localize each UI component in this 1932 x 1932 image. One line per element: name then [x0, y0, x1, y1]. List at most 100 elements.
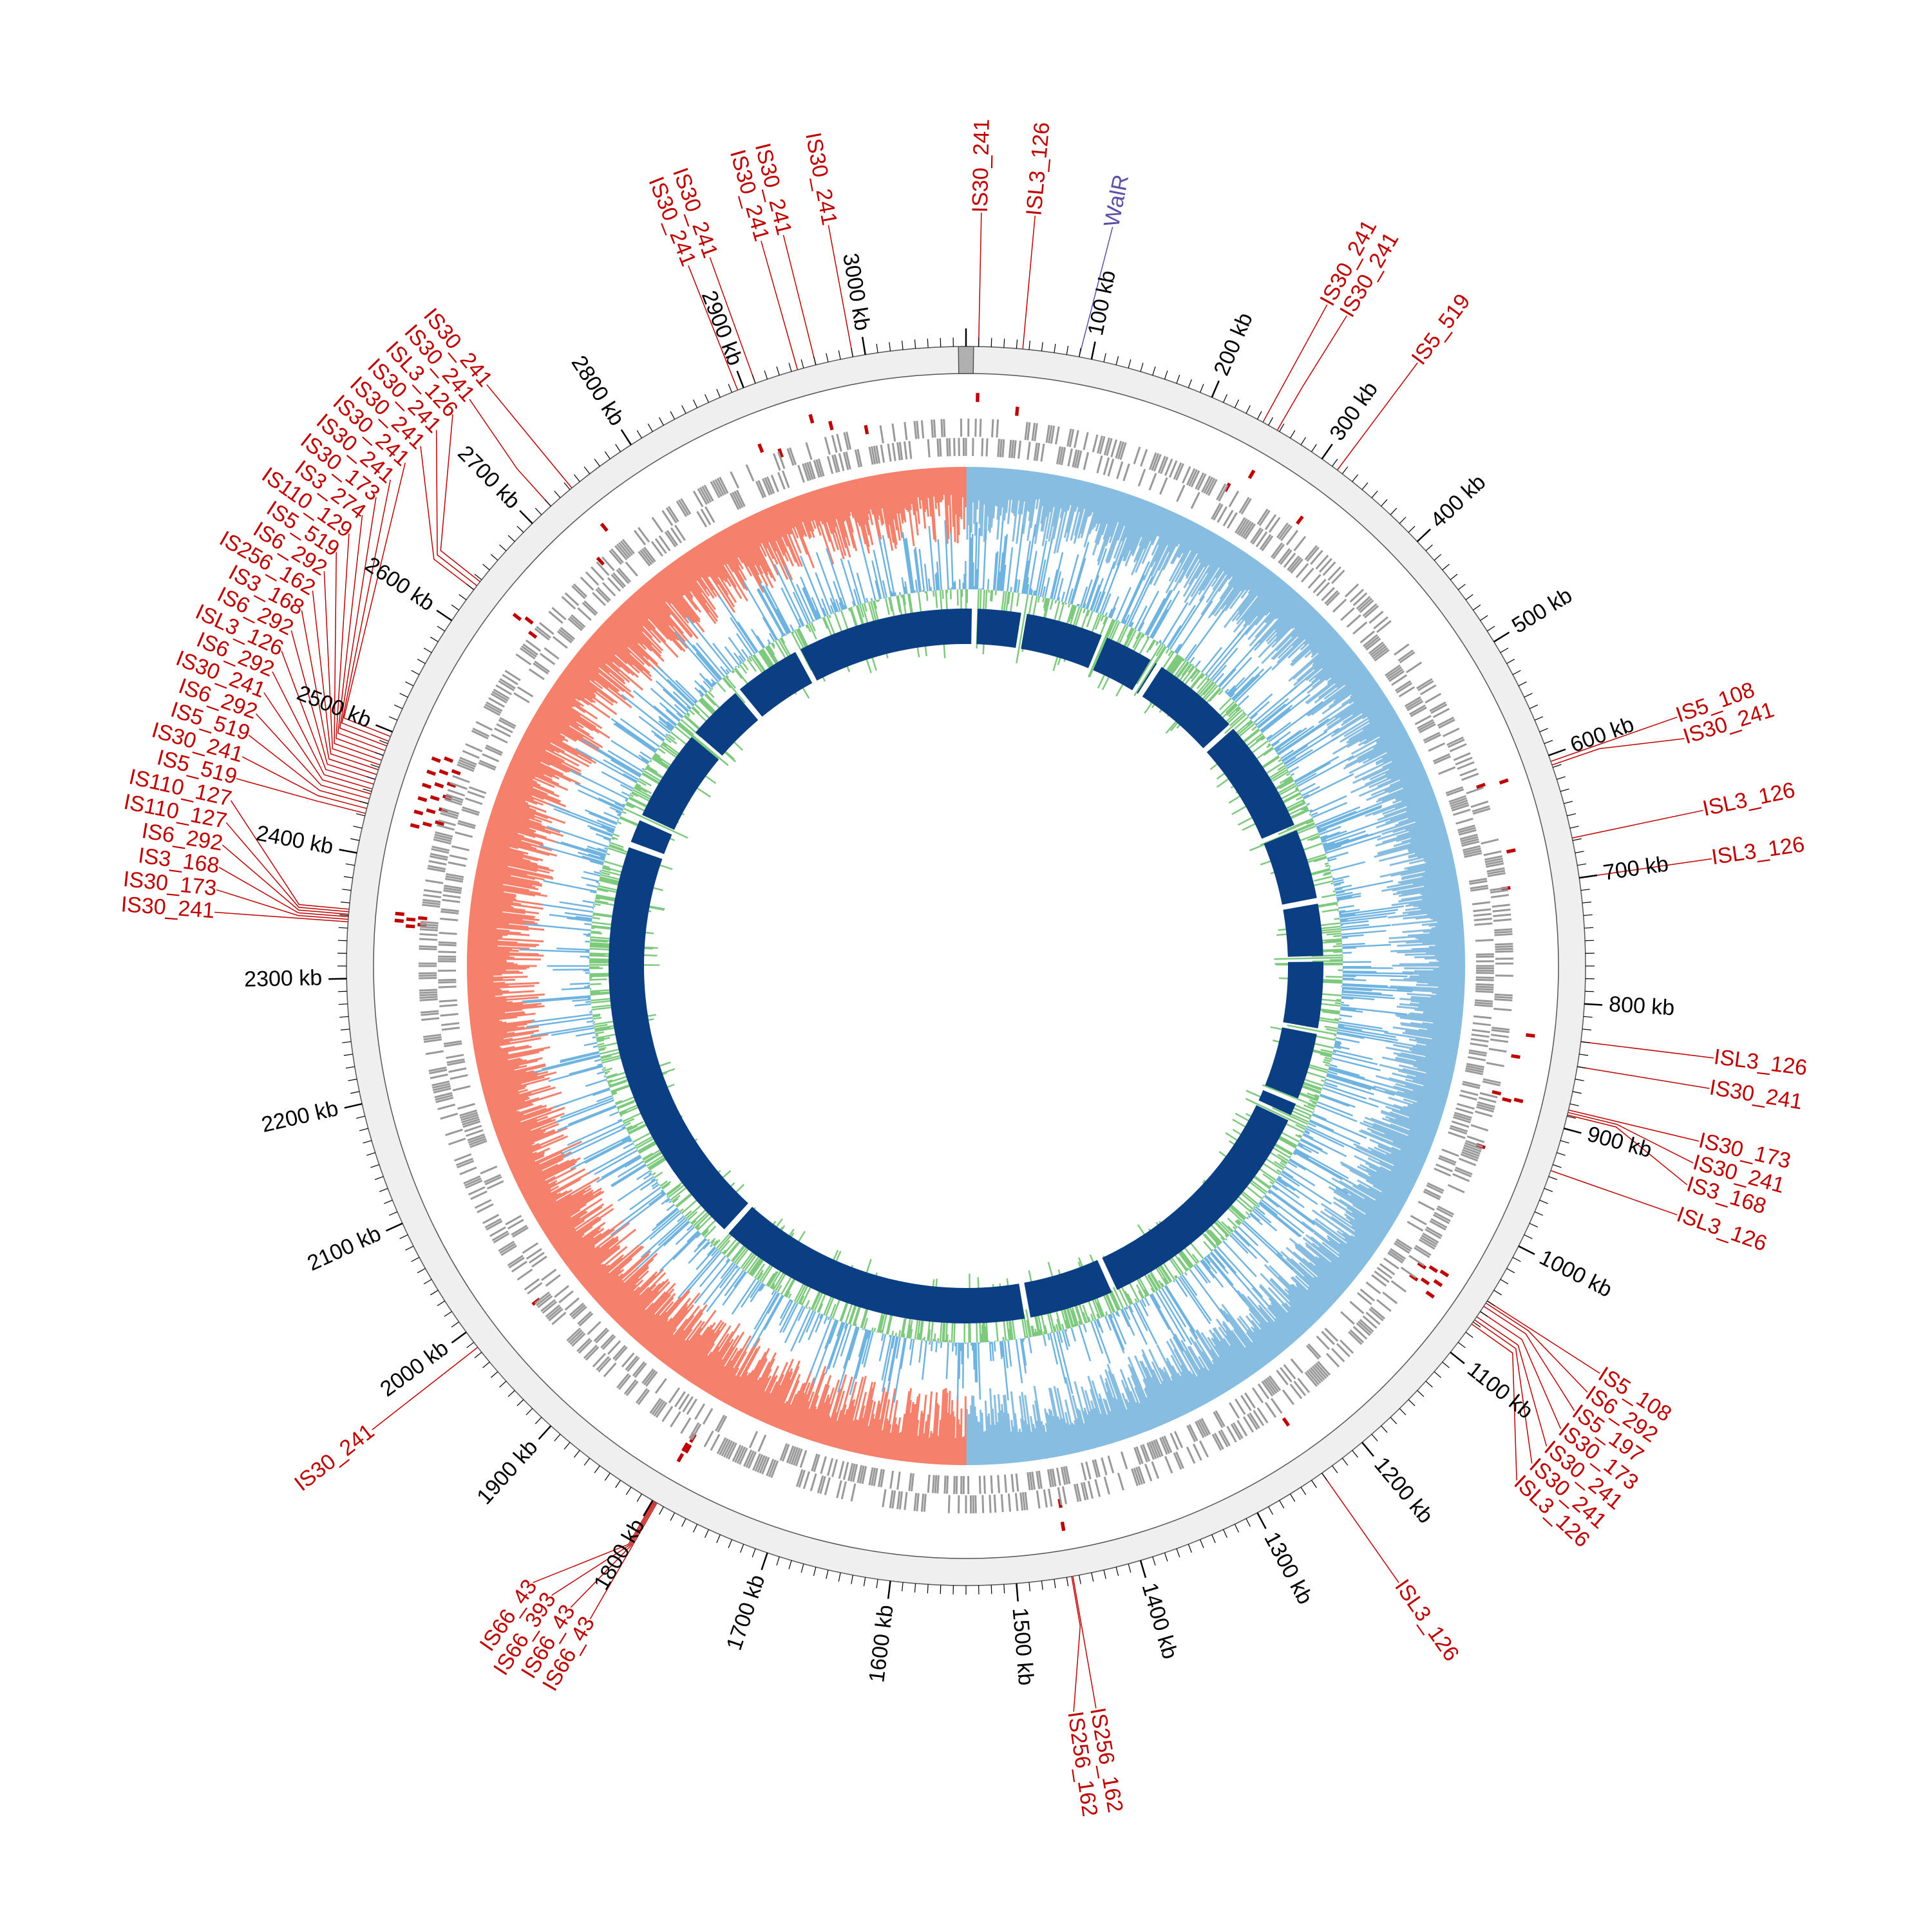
gc-skew-bar: [987, 467, 992, 517]
gc-skew-bar: [646, 1298, 692, 1351]
gc-skew-bar: [534, 714, 578, 741]
gc-content-bar: [1303, 807, 1309, 811]
minor-tick: [1560, 1140, 1569, 1144]
gc-skew-bar: [1365, 1213, 1391, 1231]
gc-content-bar: [779, 1300, 793, 1326]
gene-mark: [1394, 1242, 1410, 1254]
minor-tick: [1103, 353, 1106, 363]
minor-tick: [1066, 345, 1069, 355]
gc-skew-bar: [531, 719, 569, 743]
gene-mark: [1092, 434, 1099, 453]
gc-skew-bar: [471, 1021, 533, 1031]
gc-skew-bar: [468, 990, 509, 995]
gc-skew-bar: [541, 703, 580, 728]
gene-mark: [1406, 1220, 1424, 1232]
gc-content-bar: [1202, 682, 1215, 696]
gc-skew-bar: [815, 1387, 835, 1443]
gene-mark: [946, 438, 949, 457]
gc-skew-bar: [1392, 882, 1459, 896]
gene-mark: [997, 439, 1000, 457]
gc-content-bar: [636, 1148, 638, 1150]
gc-skew-bar: [920, 1433, 925, 1464]
gc-skew-bar: [749, 1377, 770, 1417]
gc-content-bar: [1322, 830, 1366, 847]
gc-content-bar: [1234, 1197, 1252, 1213]
gene-mark: [838, 1461, 845, 1479]
gc-skew-bar: [471, 1031, 507, 1039]
gc-skew-bar: [1238, 1315, 1274, 1360]
gc-content-bar: [1317, 806, 1382, 833]
gc-skew-bar: [512, 1151, 564, 1176]
gene-mark: [927, 439, 931, 458]
gene-mark: [420, 923, 439, 927]
gc-content-bar: [1269, 1189, 1316, 1224]
gc-skew-bar: [474, 1046, 515, 1056]
gc-skew-bar: [1074, 480, 1084, 512]
minor-tick: [1300, 1486, 1307, 1495]
gc-content-bar: [999, 536, 1007, 591]
gene-mark: [1311, 1365, 1325, 1381]
gc-skew-bar: [1198, 542, 1232, 596]
gene-mark: [696, 511, 708, 528]
gene-mark: [1425, 1228, 1442, 1240]
gc-skew-bar: [473, 887, 516, 896]
gc-content-bar: [849, 1329, 869, 1396]
gc-skew-bar: [1123, 500, 1150, 562]
gc-skew-bar: [1335, 1187, 1395, 1224]
gc-skew-bar: [651, 1309, 689, 1355]
gc-skew-bar: [494, 1108, 552, 1131]
gc-skew-bar: [1106, 1414, 1117, 1443]
gene-mark: [1307, 1343, 1321, 1358]
is-element-mark: [1015, 406, 1019, 416]
gc-skew-bar: [929, 468, 937, 542]
minor-tick: [1128, 359, 1132, 368]
gc-content-bar: [1342, 984, 1413, 990]
gc-skew-bar: [563, 1233, 602, 1262]
gc-skew-bar: [524, 1182, 556, 1200]
gc-skew-bar: [514, 1151, 572, 1180]
gc-skew-bar: [1180, 1371, 1202, 1408]
gc-content-bar: [1065, 1320, 1069, 1329]
is-leader-line: [1550, 1170, 1678, 1216]
gene-mark: [871, 446, 876, 464]
gc-content-bar: [985, 1326, 987, 1343]
minor-tick: [1544, 1188, 1553, 1192]
gene-mark: [625, 1381, 639, 1396]
gc-content-bar: [1342, 974, 1408, 978]
gc-skew-bar: [1160, 1383, 1179, 1419]
gene-mark: [1438, 719, 1455, 729]
gc-content-bar: [1195, 660, 1201, 668]
gc-content-bar: [1314, 1094, 1320, 1097]
gc-skew-bar: [583, 643, 630, 683]
gene-mark: [1103, 457, 1110, 475]
gc-skew-bar: [569, 1246, 601, 1271]
gene-mark: [1315, 554, 1329, 570]
gc-skew-bar: [1144, 1387, 1163, 1426]
gc-content-bar: [712, 1240, 719, 1246]
gc-content-bar: [1207, 627, 1251, 678]
gc-content-bar: [1034, 590, 1037, 596]
gc-content-bar: [663, 1221, 690, 1247]
gc-skew-bar: [1212, 1332, 1246, 1381]
gene-mark: [540, 1299, 556, 1312]
gene-mark: [507, 1255, 524, 1267]
gc-skew-bar: [516, 746, 568, 773]
gc-skew-bar: [499, 1119, 563, 1145]
gc-skew-bar: [1311, 632, 1339, 658]
gc-content-bar: [1123, 1307, 1131, 1320]
gene-mark: [833, 454, 840, 473]
gc-skew-bar: [797, 1391, 815, 1437]
gene-mark: [440, 810, 459, 817]
minor-tick: [1245, 1518, 1251, 1527]
gc-content-bar: [1337, 1027, 1396, 1038]
gc-skew-bar: [468, 1001, 527, 1009]
gc-content-bar: [1071, 1309, 1078, 1327]
gc-skew-bar: [1434, 954, 1465, 957]
gc-skew-bar: [479, 1063, 546, 1081]
minor-tick: [338, 927, 348, 929]
minor-tick: [940, 1585, 942, 1595]
gc-content-bar: [1334, 917, 1340, 920]
gc-content-bar: [1321, 908, 1339, 913]
gc-skew-bar: [516, 1170, 543, 1184]
gene-mark: [761, 1457, 770, 1475]
